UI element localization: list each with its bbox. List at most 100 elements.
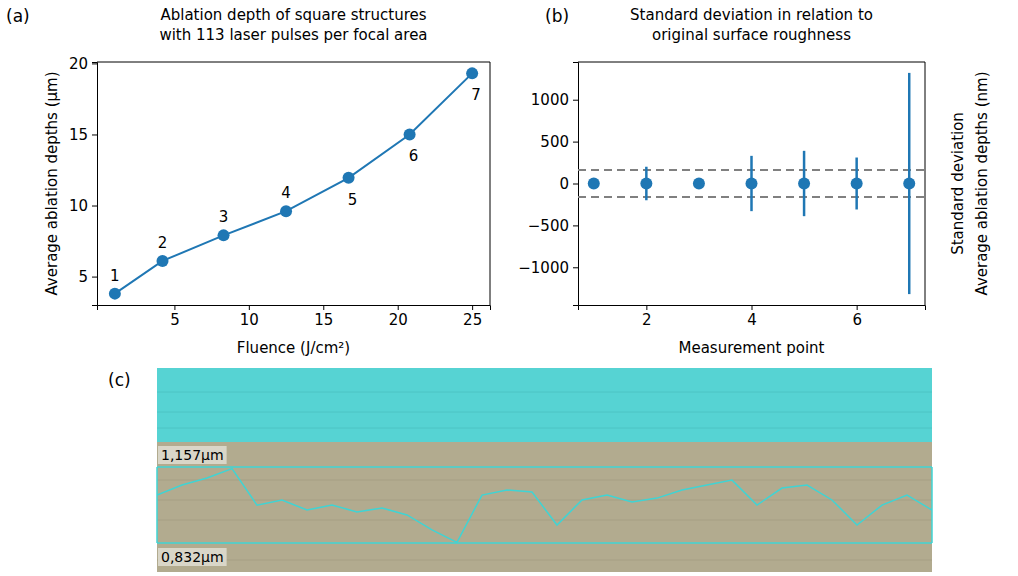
data-point	[903, 178, 915, 190]
data-point	[157, 255, 169, 267]
tick-label: 15	[69, 126, 88, 144]
tick: 15	[314, 305, 333, 329]
point-label: 7	[471, 86, 481, 104]
panel-label: (a)	[6, 6, 30, 26]
tick: 2	[642, 305, 652, 329]
chart-title: Standard deviation in relation to	[630, 6, 873, 24]
tick: −1000	[518, 259, 578, 277]
image-texture	[157, 428, 932, 429]
frame-right	[925, 62, 926, 305]
axis: 5 10 15 20 25	[98, 305, 491, 329]
tick: 6	[852, 305, 862, 329]
plot-area	[157, 469, 932, 543]
tick-mark	[857, 305, 858, 310]
profile-line	[157, 469, 932, 543]
point-label: 3	[219, 208, 229, 226]
tick-label: 10	[240, 311, 259, 329]
profile-box-side	[156, 467, 158, 543]
tick-label: 2	[642, 311, 652, 329]
tick: 500	[540, 133, 578, 151]
x-axis-title: Fluence (J/cm²)	[237, 339, 350, 357]
plot-area	[578, 73, 925, 294]
label-background	[158, 446, 227, 464]
tick-mark	[472, 305, 473, 310]
tick-label: 1,157µm	[161, 447, 224, 463]
image-texture	[157, 560, 932, 561]
tick: 1000	[531, 91, 578, 109]
axis-line	[579, 306, 926, 311]
tick-mark	[573, 267, 578, 268]
tick-mark	[573, 184, 578, 185]
axis: 2 4 6	[579, 305, 926, 329]
plot-area	[109, 67, 478, 299]
data-point	[851, 178, 863, 190]
tick: 20	[69, 55, 97, 73]
tick-label: 15	[314, 311, 333, 329]
profile-box-side	[931, 467, 933, 543]
tick-label: −1000	[518, 259, 569, 277]
tick: 4	[747, 305, 757, 329]
point-label: 2	[158, 234, 168, 252]
tick-label: 5	[170, 311, 180, 329]
tick-mark	[573, 100, 578, 101]
tick-mark	[92, 63, 97, 64]
tick-mark	[157, 542, 932, 544]
data-point	[798, 178, 810, 190]
tick-label: 4	[747, 311, 757, 329]
image-texture	[157, 392, 932, 393]
axis: 5 10 15 20	[69, 55, 98, 306]
y-axis-title: Standard deviation	[949, 112, 967, 255]
tick-label: 10	[69, 197, 88, 215]
tick-mark	[157, 466, 932, 468]
frame-right	[490, 62, 491, 305]
chart-title: original surface roughness	[652, 26, 851, 44]
tick-mark	[398, 305, 399, 310]
tick-mark	[92, 277, 97, 278]
panel-label: (c)	[108, 370, 131, 390]
image-texture	[157, 480, 932, 481]
figure: (a) Ablation depth of square structures wi…	[0, 0, 1018, 576]
data-point	[693, 178, 705, 190]
point-label: 6	[409, 147, 419, 165]
tick-label: 25	[463, 311, 482, 329]
chart-title: Ablation depth of square structures	[160, 6, 426, 24]
point-label: 5	[348, 191, 358, 209]
tick-label: 20	[69, 55, 88, 73]
tick-mark	[323, 305, 324, 310]
chart-title: with 113 laser pulses per focal area	[159, 26, 427, 44]
axis-line	[92, 63, 98, 306]
tick: 25	[463, 305, 482, 329]
axis-line	[573, 63, 579, 306]
data-point	[640, 178, 652, 190]
tick-mark	[573, 225, 578, 226]
tick-label: 0	[559, 175, 569, 193]
x-axis-title: Measurement point	[678, 339, 824, 357]
tick: 5	[78, 268, 97, 286]
panel-label: (b)	[545, 6, 569, 26]
tick-mark	[249, 305, 250, 310]
axis-line	[98, 306, 491, 311]
point-label: 4	[281, 184, 291, 202]
tick-label: −500	[528, 217, 569, 235]
image-texture	[157, 500, 932, 501]
data-point	[746, 178, 758, 190]
image-texture	[157, 412, 932, 413]
tick: 20	[389, 305, 408, 329]
tick-mark	[752, 305, 753, 310]
data-point	[404, 128, 416, 140]
axis: −1000 −500 0 500 1000	[518, 63, 578, 306]
tick-label: 1000	[531, 91, 569, 109]
data-point	[466, 67, 478, 79]
tick: −500	[528, 217, 578, 235]
tick: 15	[69, 126, 97, 144]
tick: 0	[559, 175, 578, 193]
tick-label: 6	[852, 311, 862, 329]
image-texture	[157, 520, 932, 521]
data-point	[280, 205, 292, 217]
tick-mark	[92, 134, 97, 135]
tick-mark	[92, 206, 97, 207]
tick-mark	[174, 305, 175, 310]
data-point	[109, 288, 121, 300]
data-point	[588, 178, 600, 190]
tick: 10	[69, 197, 97, 215]
